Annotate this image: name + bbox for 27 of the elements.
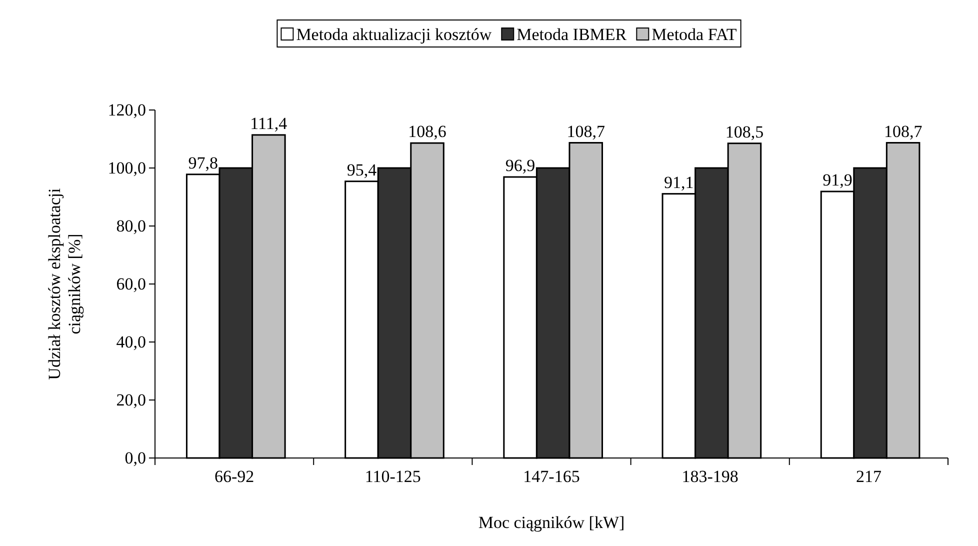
data-label: 91,1 <box>664 172 694 192</box>
y-tick-label: 100,0 <box>108 158 146 178</box>
legend-label: Metoda FAT <box>652 25 738 44</box>
y-tick-label: 40,0 <box>116 332 146 352</box>
data-label: 97,8 <box>188 153 218 172</box>
data-label: 95,4 <box>346 160 378 180</box>
y-tick-label: 60,0 <box>116 274 146 294</box>
x-tick-label: 110-125 <box>364 467 421 486</box>
x-tick-label: 66-92 <box>214 467 254 486</box>
data-label: 108,5 <box>725 122 764 142</box>
y-tick-label: 0,0 <box>124 448 146 468</box>
data-label: 111,4 <box>250 114 288 133</box>
x-tick-label: 217 <box>856 467 882 486</box>
data-label: 96,9 <box>505 156 536 175</box>
data-label: 108,7 <box>566 122 606 141</box>
y-axis-title: Udział kosztów eksploatacji ciągników [%] <box>44 188 84 380</box>
data-label: 108,7 <box>884 122 923 141</box>
x-tick-label: 147-165 <box>523 467 580 486</box>
x-axis-title: Moc ciągników [kW] <box>478 513 625 532</box>
x-tick-label: 183-198 <box>682 467 738 486</box>
y-tick-label: 20,0 <box>116 390 146 410</box>
data-label: 108,6 <box>408 122 446 142</box>
data-label: 91,9 <box>822 170 852 190</box>
y-tick-label: 80,0 <box>116 216 146 236</box>
legend-label: Metoda aktualizacji kosztów <box>296 25 492 44</box>
legend-label: Metoda IBMER <box>516 25 628 44</box>
y-tick-label: 120,0 <box>108 100 146 120</box>
